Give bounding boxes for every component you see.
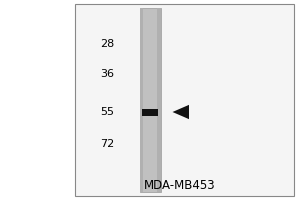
Bar [142, 108, 158, 116]
Bar [158, 8, 160, 192]
Polygon shape [172, 105, 189, 119]
Text: 72: 72 [100, 139, 114, 149]
Text: 55: 55 [100, 107, 114, 117]
Bar [75, 4, 294, 196]
Bar [140, 8, 143, 192]
Text: 28: 28 [100, 39, 114, 49]
Bar [140, 8, 160, 192]
Text: MDA-MB453: MDA-MB453 [144, 179, 216, 192]
Text: 36: 36 [100, 69, 114, 79]
